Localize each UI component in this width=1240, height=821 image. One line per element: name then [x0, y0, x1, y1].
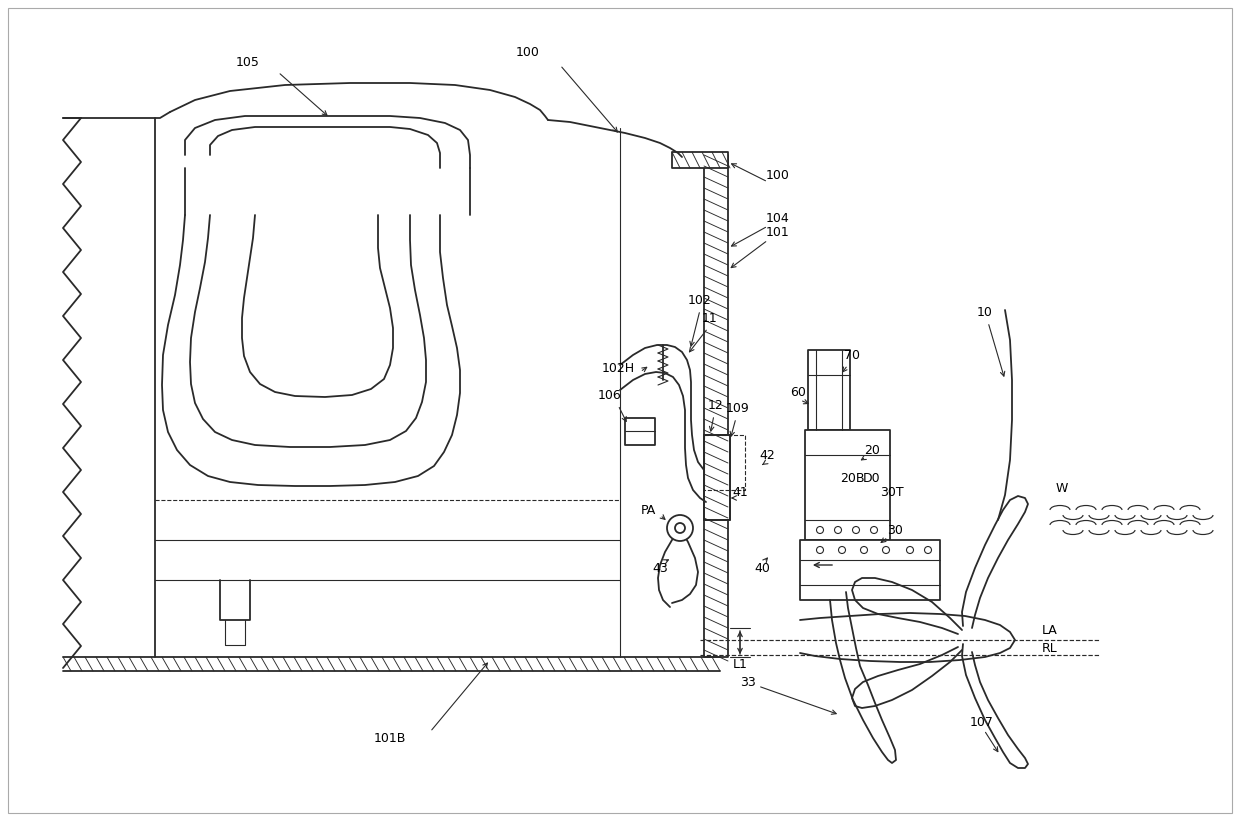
- Text: 109: 109: [727, 401, 750, 415]
- Text: 10: 10: [977, 305, 993, 319]
- Polygon shape: [672, 152, 728, 168]
- Text: LA: LA: [1042, 623, 1058, 636]
- Circle shape: [667, 515, 693, 541]
- Text: 105: 105: [236, 56, 260, 68]
- Circle shape: [675, 523, 684, 533]
- Circle shape: [816, 526, 823, 534]
- Circle shape: [925, 547, 931, 553]
- Circle shape: [870, 526, 878, 534]
- Circle shape: [835, 526, 842, 534]
- Polygon shape: [704, 155, 728, 657]
- Text: 43: 43: [652, 562, 668, 575]
- Polygon shape: [808, 350, 849, 430]
- Text: 41: 41: [732, 485, 748, 498]
- Text: 12: 12: [708, 398, 724, 411]
- Text: 70: 70: [844, 348, 861, 361]
- Text: 30: 30: [887, 524, 903, 536]
- Text: 101B: 101B: [373, 732, 407, 745]
- Text: 33: 33: [740, 676, 756, 689]
- Text: 42: 42: [759, 448, 775, 461]
- Text: 40: 40: [754, 562, 770, 575]
- Text: PA: PA: [640, 503, 656, 516]
- Text: D0: D0: [863, 471, 880, 484]
- Polygon shape: [805, 430, 890, 540]
- Text: 60: 60: [790, 386, 806, 398]
- Text: 101: 101: [766, 226, 790, 238]
- Circle shape: [838, 547, 846, 553]
- Text: 11: 11: [702, 311, 718, 324]
- Text: 102: 102: [688, 293, 712, 306]
- Text: 20B: 20B: [839, 471, 864, 484]
- Text: 107: 107: [970, 715, 994, 728]
- Text: 102H: 102H: [601, 361, 635, 374]
- Circle shape: [861, 547, 868, 553]
- Text: 100: 100: [766, 168, 790, 181]
- Polygon shape: [625, 418, 655, 445]
- Circle shape: [853, 526, 859, 534]
- Text: L1: L1: [733, 658, 748, 672]
- Text: RL: RL: [1042, 641, 1058, 654]
- Circle shape: [906, 547, 914, 553]
- Polygon shape: [800, 540, 940, 600]
- Circle shape: [883, 547, 889, 553]
- Text: 30T: 30T: [880, 485, 904, 498]
- Text: W: W: [1055, 481, 1068, 494]
- Circle shape: [816, 547, 823, 553]
- Text: 106: 106: [598, 388, 622, 401]
- Text: 100: 100: [516, 45, 539, 58]
- Text: 104: 104: [766, 212, 790, 224]
- Polygon shape: [704, 435, 730, 520]
- Text: 20: 20: [864, 443, 880, 456]
